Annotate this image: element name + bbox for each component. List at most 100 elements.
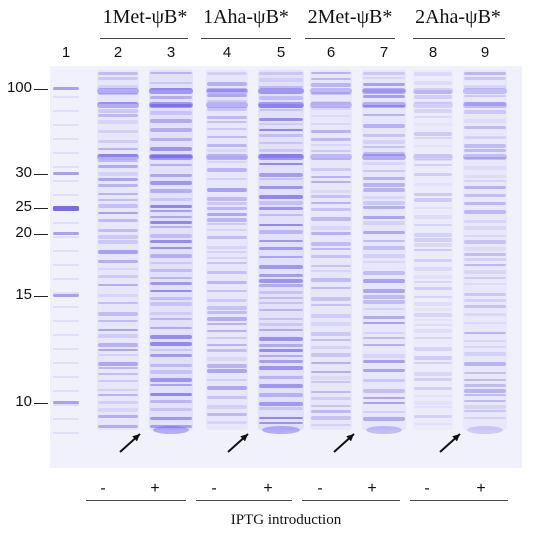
ladder-smear: [53, 362, 79, 364]
ladder-smear: [53, 208, 79, 210]
protein-band: [414, 159, 452, 161]
protein-band: [311, 115, 351, 117]
protein-band: [259, 149, 303, 152]
protein-band: [311, 202, 351, 204]
mw-tick-25: [34, 208, 48, 209]
ladder-smear: [53, 110, 79, 112]
protein-band: [98, 154, 138, 157]
protein-band: [363, 295, 405, 299]
protein-band: [363, 221, 405, 225]
protein-band: [414, 101, 452, 104]
protein-band: [464, 175, 506, 178]
protein-band: [311, 416, 351, 420]
iptg-underline-2: [196, 500, 292, 501]
protein-band-strong: [362, 102, 406, 108]
protein-band: [259, 337, 303, 341]
lane-haze: [463, 70, 507, 430]
protein-band: [150, 82, 192, 84]
protein-band: [150, 164, 192, 166]
protein-band: [259, 274, 303, 277]
protein-band-strong: [310, 154, 352, 160]
protein-band: [363, 271, 405, 275]
protein-band: [414, 395, 452, 397]
protein-band: [363, 162, 405, 165]
protein-band: [207, 156, 247, 159]
protein-band: [259, 142, 303, 144]
protein-band: [311, 297, 351, 301]
ladder-smear: [53, 236, 79, 238]
protein-band: [311, 391, 351, 393]
lane-haze: [362, 70, 406, 430]
protein-band: [464, 119, 506, 123]
protein-band: [98, 268, 138, 270]
protein-band: [464, 410, 506, 412]
protein-band: [259, 78, 303, 82]
protein-band-strong: [258, 88, 304, 94]
protein-band: [207, 299, 247, 302]
protein-band: [363, 369, 405, 372]
protein-band: [259, 329, 303, 331]
ladder-smear: [53, 404, 79, 406]
protein-band: [150, 96, 192, 99]
protein-band: [150, 111, 192, 115]
protein-band: [259, 402, 303, 406]
protein-band: [464, 95, 506, 97]
protein-band: [259, 207, 303, 210]
protein-band: [259, 422, 303, 424]
protein-band: [207, 262, 247, 264]
protein-band: [207, 369, 247, 373]
protein-band: [414, 207, 452, 209]
protein-band: [150, 119, 192, 123]
protein-band: [259, 318, 303, 320]
protein-band: [464, 194, 506, 197]
lane-number-5: 5: [276, 44, 286, 61]
expressed-protein-band: [467, 426, 503, 434]
protein-band: [464, 305, 506, 308]
protein-band: [98, 212, 138, 214]
protein-band: [207, 229, 247, 231]
protein-band-strong: [463, 154, 507, 160]
protein-band: [464, 379, 506, 381]
protein-band: [363, 332, 405, 334]
protein-band: [311, 410, 351, 413]
protein-band: [363, 72, 405, 75]
protein-band: [259, 417, 303, 419]
protein-band: [311, 314, 351, 318]
protein-band: [207, 100, 247, 102]
mw-tick-20: [34, 234, 48, 235]
protein-band: [363, 308, 405, 310]
protein-band: [414, 243, 452, 247]
protein-band: [414, 109, 452, 113]
protein-band: [414, 164, 452, 166]
protein-band: [207, 379, 247, 381]
protein-band-strong: [310, 102, 352, 108]
protein-band: [207, 364, 247, 368]
protein-band: [150, 254, 192, 258]
protein-band: [363, 316, 405, 319]
protein-band: [363, 402, 405, 404]
protein-band: [98, 312, 138, 316]
protein-band-strong: [463, 102, 507, 108]
ladder-smear: [53, 348, 79, 350]
protein-band: [259, 134, 303, 137]
protein-band: [464, 202, 506, 205]
protein-band: [207, 188, 247, 192]
ladder-smear: [53, 250, 79, 252]
protein-band: [363, 134, 405, 137]
iptg-sign-lane-7: +: [367, 480, 377, 497]
protein-band: [207, 421, 247, 424]
protein-band: [207, 144, 247, 147]
protein-band: [98, 294, 138, 297]
protein-band: [259, 163, 303, 165]
mw-label-20: 20: [15, 224, 32, 241]
protein-band: [98, 204, 138, 208]
protein-band: [464, 389, 506, 393]
protein-band: [363, 216, 405, 219]
protein-band: [259, 302, 303, 304]
iptg-underline-1: [86, 500, 186, 501]
protein-band: [464, 352, 506, 356]
mw-label-10: 10: [15, 393, 32, 410]
group-label-2: 1Aha-ψB*: [203, 6, 289, 28]
protein-band: [464, 157, 506, 159]
protein-band: [464, 240, 506, 244]
